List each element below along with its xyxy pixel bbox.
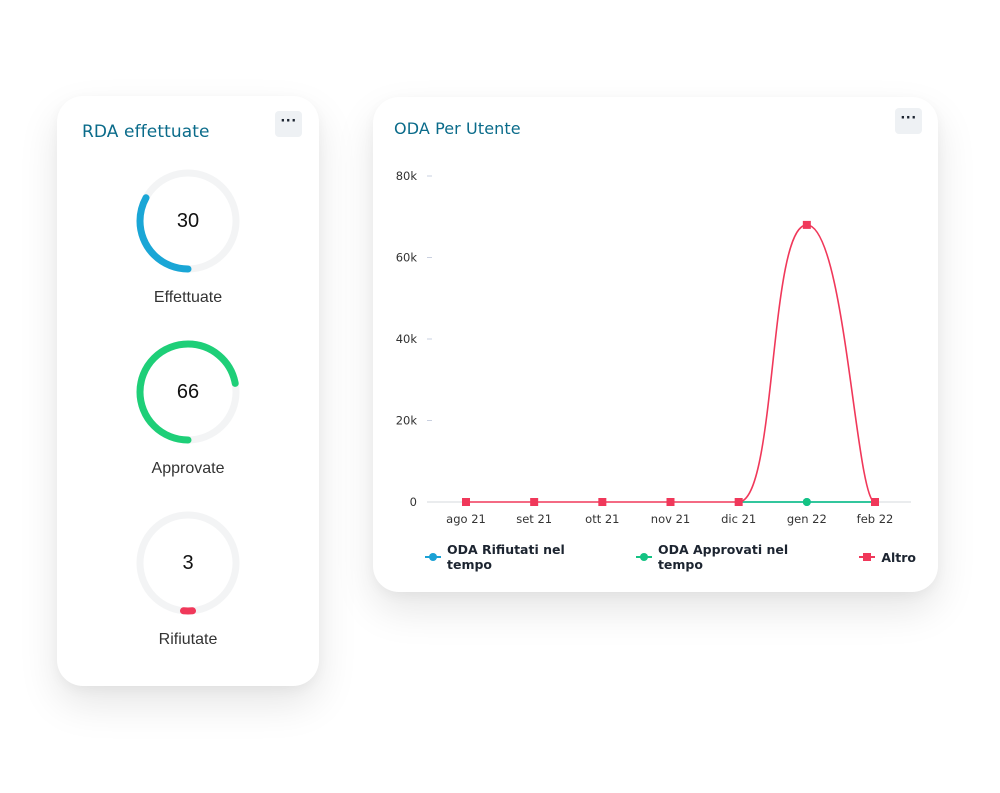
y-tick-label: 40k [396,332,418,346]
legend-label: ODA Rifiutati nel tempo [446,542,565,572]
more-icon: ··· [280,113,297,129]
legend-item[interactable]: ODA Approvati nel tempo [635,542,837,572]
gauge-value: 30 [176,209,200,232]
gauge-ring [136,340,240,444]
oda-card: ODA Per Utente ··· 0 20k 40k 60k 80k ago 21 se… [373,97,938,592]
x-tick-label: nov 21 [651,512,690,526]
circle-marker-icon [425,552,441,562]
more-icon: ··· [900,110,917,126]
y-tick-label: 20k [396,414,418,428]
gauge-value: 66 [176,380,200,403]
legend-label: Altro [881,549,916,565]
x-tick-label: set 21 [516,512,552,526]
gauge-progress-arc [136,169,240,273]
y-tick-label: 80k [396,169,418,183]
gauge-progress-arc [136,511,240,615]
square-marker-icon [859,552,876,562]
x-tick-label: feb 22 [857,512,894,526]
data-point[interactable] [598,498,607,506]
rda-card: RDA effettuate ··· 30 Effettuate 66 Appr… [57,96,319,686]
data-point[interactable] [734,498,743,506]
legend-item[interactable]: ODA Rifiutati nel tempo [425,542,614,572]
gauge-ring [136,169,240,273]
y-tick-label: 0 [410,495,417,509]
chart-legend: ODA Rifiutati nel tempo ODA Approvati nel… [425,542,938,572]
gauge-ring [136,511,240,615]
rda-menu-button[interactable]: ··· [275,111,302,137]
line-chart: 0 20k 40k 60k 80k ago 21 set 21 ott 21 nov 21 dic… [396,169,911,526]
data-point[interactable] [802,498,811,506]
oda-menu-button[interactable]: ··· [895,108,922,134]
x-tick-label: ago 21 [446,512,486,526]
legend-label: ODA Approvati nel tempo [657,542,789,572]
legend-item[interactable]: Altro [859,550,916,565]
gauge-label: Approvate [151,460,225,477]
gauge-value: 3 [182,551,194,574]
gauge-effettuate: 30 [133,166,243,276]
rda-card-title: RDA effettuate [82,122,210,142]
circle-marker-icon [635,552,652,562]
gauge-label: Rifiutate [158,631,218,648]
data-point[interactable] [802,220,811,229]
gauge-rifiutate: 3 [133,508,243,618]
data-point[interactable] [666,498,675,506]
data-point[interactable] [530,498,539,506]
x-tick-label: ott 21 [585,512,619,526]
gauge-progress-arc [136,340,240,444]
gauge-label: Effettuate [153,289,223,306]
data-point[interactable] [871,498,879,506]
series-line [466,224,876,503]
x-tick-label: gen 22 [787,512,827,526]
oda-card-title: ODA Per Utente [394,119,521,138]
y-tick-label: 60k [396,251,418,265]
data-point[interactable] [462,498,470,506]
gauge-approvate: 66 [133,337,243,447]
x-tick-label: dic 21 [721,512,756,526]
